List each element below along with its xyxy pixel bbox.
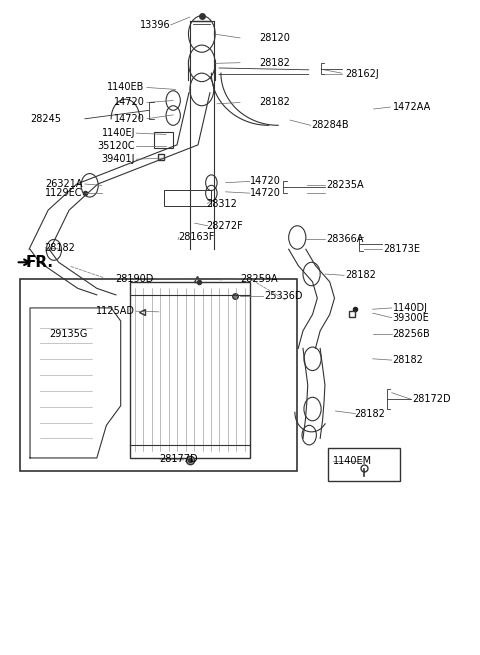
- Text: 28182: 28182: [355, 409, 385, 419]
- Text: 28173E: 28173E: [383, 244, 420, 254]
- Text: 1140EJ: 1140EJ: [101, 128, 135, 138]
- Text: 28177D: 28177D: [159, 455, 197, 464]
- Text: 28235A: 28235A: [326, 180, 363, 191]
- Text: 28182: 28182: [393, 355, 423, 365]
- Text: 1129EC: 1129EC: [45, 188, 83, 198]
- Text: 26321A: 26321A: [45, 179, 83, 189]
- Text: 14720: 14720: [250, 188, 280, 198]
- Text: 14720: 14720: [114, 114, 144, 124]
- Text: 13396: 13396: [140, 20, 171, 30]
- Text: 28182: 28182: [259, 58, 290, 67]
- Text: 28172D: 28172D: [412, 394, 450, 404]
- Text: 28366A: 28366A: [326, 234, 363, 244]
- Text: 28190D: 28190D: [116, 274, 154, 284]
- Text: 28256B: 28256B: [393, 329, 431, 339]
- Text: 1472AA: 1472AA: [393, 102, 431, 112]
- Text: 29135G: 29135G: [49, 329, 87, 339]
- Text: 28284B: 28284B: [312, 121, 349, 130]
- Text: 28120: 28120: [259, 33, 290, 43]
- Text: 39401J: 39401J: [101, 154, 135, 164]
- Text: 1140EM: 1140EM: [333, 456, 372, 466]
- Text: 28182: 28182: [345, 271, 376, 280]
- Text: FR.: FR.: [25, 255, 53, 270]
- Text: 28312: 28312: [206, 198, 238, 208]
- Text: 28182: 28182: [44, 243, 75, 253]
- Text: 1140EB: 1140EB: [107, 83, 144, 92]
- Text: 28162J: 28162J: [345, 69, 379, 79]
- Text: 1125AD: 1125AD: [96, 306, 135, 316]
- Text: 28182: 28182: [259, 98, 290, 107]
- Text: 28245: 28245: [30, 114, 61, 124]
- Text: 39300E: 39300E: [393, 312, 430, 323]
- Bar: [130, 282, 250, 458]
- Bar: [21, 278, 297, 471]
- Text: 28163F: 28163F: [178, 233, 215, 242]
- Text: 25336D: 25336D: [264, 291, 302, 301]
- Text: 28272F: 28272F: [206, 221, 243, 231]
- Text: 14720: 14720: [114, 98, 144, 107]
- Text: 28259A: 28259A: [240, 274, 277, 284]
- Text: 1140DJ: 1140DJ: [393, 303, 428, 313]
- Bar: [328, 448, 400, 481]
- Text: 35120C: 35120C: [97, 141, 135, 151]
- Bar: [154, 132, 173, 148]
- Text: 14720: 14720: [250, 176, 280, 187]
- Bar: [164, 190, 211, 206]
